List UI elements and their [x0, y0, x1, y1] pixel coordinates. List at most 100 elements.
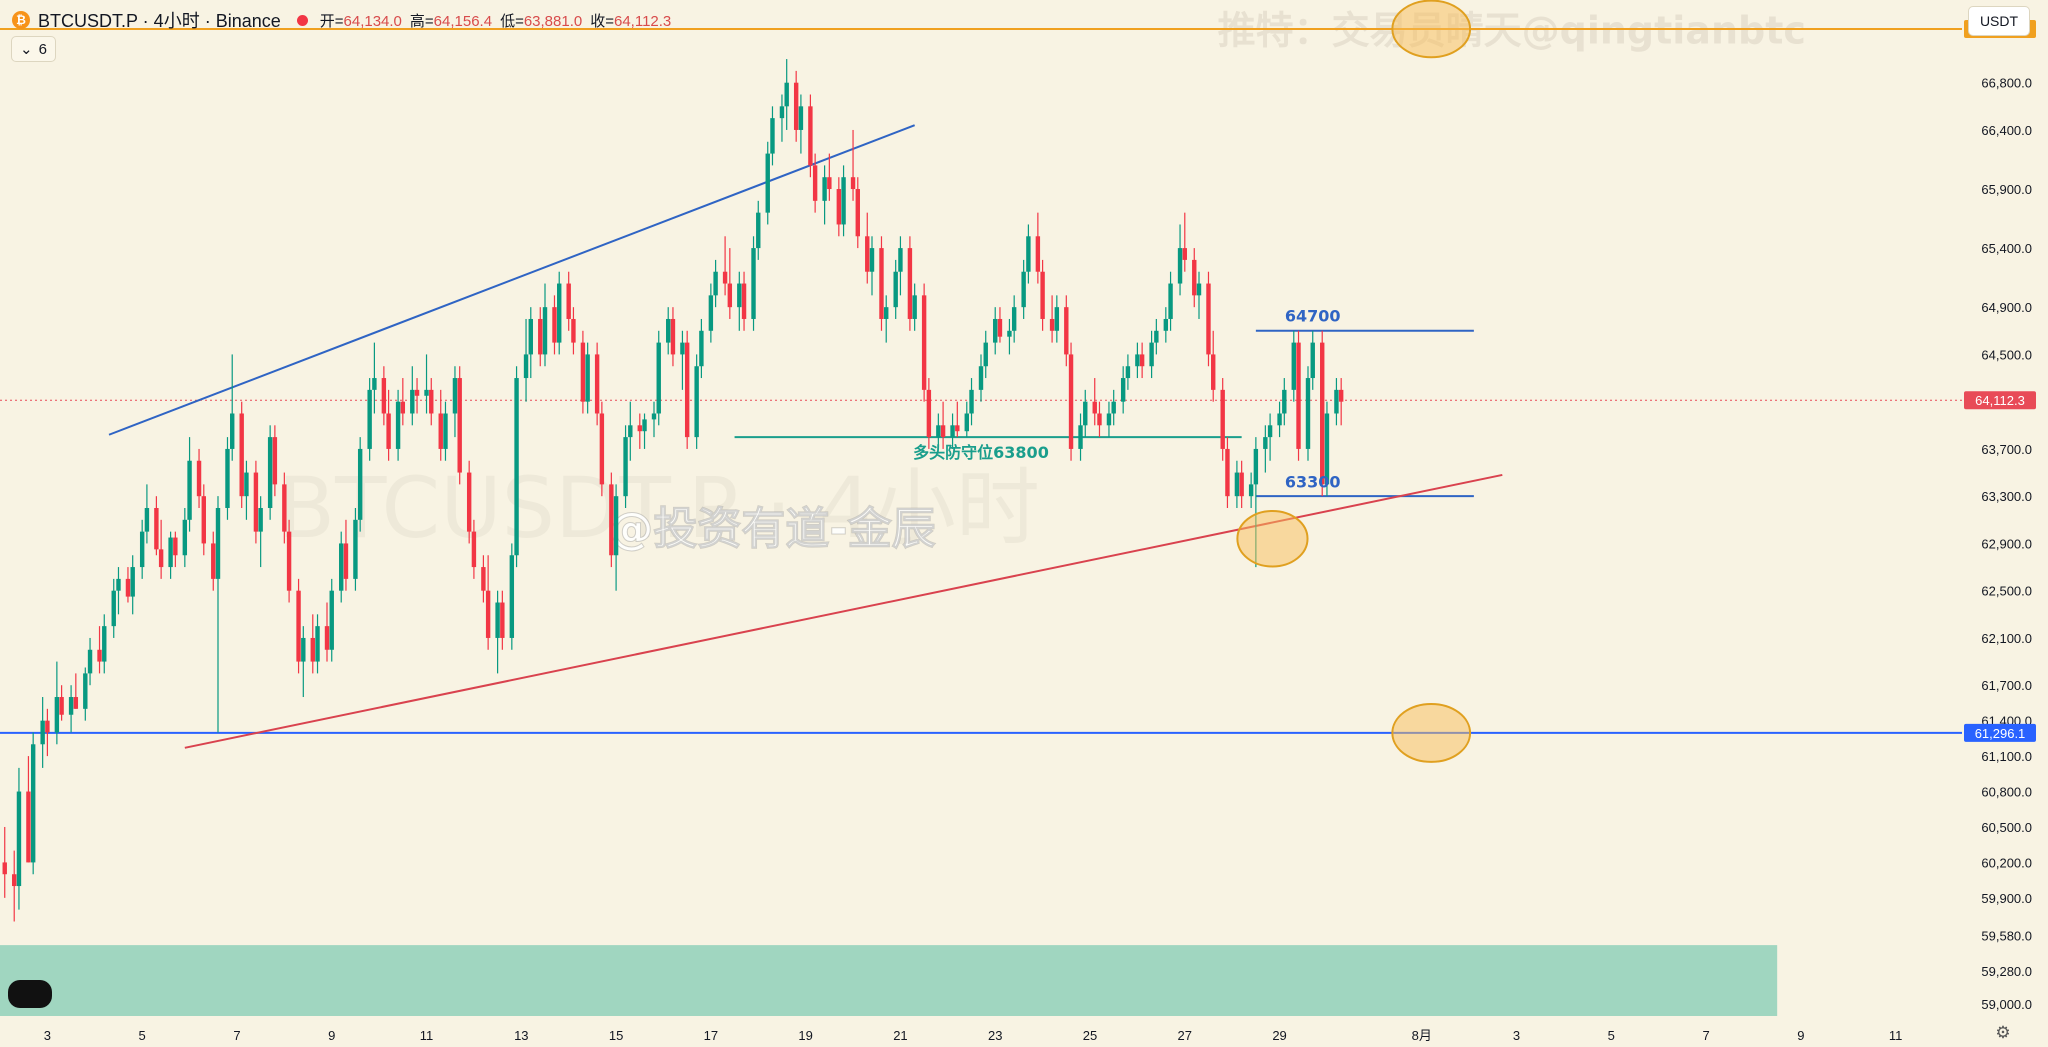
candle-body: [708, 295, 714, 331]
candle-body: [1334, 389, 1339, 414]
bitcoin-icon: ₿: [12, 11, 30, 29]
candle-body: [253, 472, 259, 532]
candle-body: [912, 295, 917, 319]
candle-body: [201, 496, 206, 544]
candle-body: [1177, 248, 1183, 284]
candle-body: [940, 425, 946, 438]
candle-body: [538, 318, 543, 355]
candle-body: [471, 531, 477, 568]
candle-body: [230, 413, 235, 449]
candle-body: [495, 602, 500, 638]
redacted-mark: [8, 980, 52, 1008]
candle-body: [111, 590, 116, 627]
candle-body: [571, 318, 576, 343]
candle-body: [1125, 366, 1131, 379]
candle-body: [1049, 318, 1055, 331]
candle-body: [40, 720, 45, 745]
candle-body: [884, 307, 889, 319]
candle-body: [907, 248, 913, 319]
candle-body: [599, 413, 605, 485]
candle-body: [187, 460, 192, 520]
candle-body: [481, 567, 486, 591]
x-tick-label: 21: [893, 1028, 907, 1043]
low-value: 低=63,881.0: [500, 12, 583, 30]
candle-body: [869, 248, 875, 272]
candle-body: [898, 248, 903, 272]
candle-body: [722, 271, 728, 284]
candle-body: [585, 354, 590, 402]
candle-body: [921, 295, 927, 390]
candle-body: [557, 283, 562, 343]
candle-body: [594, 354, 600, 414]
y-tick-label: 64,500.0: [1981, 347, 2032, 362]
candle-body: [443, 413, 448, 449]
x-tick-label: 11: [1889, 1028, 1903, 1043]
symbol-title[interactable]: BTCUSDT.P · 4小时 · Binance: [38, 11, 281, 31]
candle-body: [1282, 389, 1287, 414]
candle-body: [324, 626, 330, 650]
candle-body: [26, 791, 31, 863]
candle-body: [1054, 307, 1060, 331]
candle-body: [500, 602, 505, 638]
candle-body: [822, 177, 827, 201]
candle-body: [182, 519, 188, 556]
candle-body: [1324, 413, 1330, 485]
candle-body: [301, 637, 306, 662]
price-tag: [1964, 391, 2036, 410]
ohlc-values: 开=64,134.0 高=64,156.4 低=63,881.0 收=64,11…: [320, 10, 672, 31]
candle-body: [258, 508, 263, 532]
candle-body: [310, 637, 315, 662]
candle-body: [613, 496, 619, 556]
candle-body: [339, 543, 344, 591]
candle-body: [1248, 484, 1254, 497]
candle-body: [727, 283, 733, 308]
chart-legend: ₿ BTCUSDT.P · 4小时 · Binance 开=64,134.0 高…: [12, 8, 671, 32]
candle-body: [286, 531, 292, 591]
candle-body: [196, 460, 202, 497]
candle-body: [239, 413, 244, 497]
candle-body: [1097, 413, 1102, 426]
candle-body: [955, 425, 960, 432]
x-tick-label: 17: [704, 1028, 718, 1043]
candle-body: [102, 626, 107, 662]
candle-body: [1139, 354, 1145, 367]
candle-body: [211, 543, 216, 579]
candle-body: [812, 165, 818, 201]
candle-body: [353, 519, 358, 579]
candle-body: [528, 318, 533, 355]
candle-body: [893, 271, 898, 308]
candle-body: [1149, 342, 1154, 367]
x-tick-label: 29: [1272, 1028, 1286, 1043]
y-tick-label: 59,900.0: [1981, 891, 2032, 906]
candle-body: [1011, 307, 1017, 331]
watermark-text: 推特：交易员晴天@qingtianbtc: [1218, 9, 1806, 53]
candle-body: [1163, 318, 1169, 331]
candle-body: [2, 862, 7, 875]
x-tick-label: 5: [139, 1028, 146, 1043]
indicators-toggle-button[interactable]: ⌄ 6: [11, 36, 56, 62]
candle-body: [400, 401, 406, 414]
trend-line: [108, 124, 916, 436]
y-tick-label: 59,580.0: [1981, 929, 2032, 944]
price-tag: [1964, 723, 2036, 742]
candle-body: [168, 537, 173, 568]
candle-body: [580, 342, 586, 402]
currency-selector[interactable]: USDT: [1968, 6, 2030, 36]
candle-body: [282, 484, 287, 532]
candle-body: [684, 342, 690, 438]
gear-icon[interactable]: ⚙: [1995, 1023, 2011, 1042]
candle-body: [1234, 472, 1240, 497]
candle-body: [116, 578, 121, 591]
x-tick-label: 8月: [1412, 1028, 1432, 1043]
watermark-text: BTCUSDT.P · 4小时: [278, 459, 1040, 557]
candle-body: [1068, 354, 1074, 449]
candle-body: [125, 578, 131, 597]
candle-body: [173, 537, 178, 556]
candle-body: [1026, 236, 1031, 272]
candle-body: [1338, 389, 1344, 402]
y-tick-label: 59,000.0: [1981, 997, 2032, 1012]
candle-body: [770, 118, 775, 154]
candle-body: [651, 413, 657, 420]
candle-body: [1154, 330, 1159, 343]
